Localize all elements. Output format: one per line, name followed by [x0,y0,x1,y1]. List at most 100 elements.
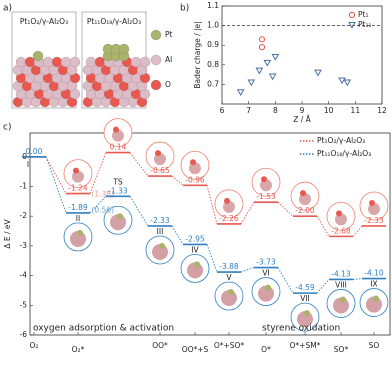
connector [316,215,330,237]
atom-cluster [159,242,165,249]
x-tick-label: O*+SO* [214,341,245,350]
panel-label: b) [180,4,189,14]
stage-label: VI [262,269,269,278]
connector [277,267,294,294]
data-point [268,73,277,81]
panel-label: a) [3,4,12,14]
value-label: -2.26 [219,214,239,223]
legend-marker [150,29,162,41]
connector [240,201,255,225]
value-label: -1.33 [108,186,128,195]
value-label: -2.68 [331,226,351,235]
legend-label: Pt₁₁ [358,20,371,29]
x-tick-label: 11 [351,106,361,115]
data-point [338,77,346,85]
data-point [255,67,264,75]
atom-cluster [369,199,375,206]
y-tick-label: 0.8 [207,60,219,69]
atom-cluster [72,170,84,183]
x-tick-label: 9 [300,106,305,115]
value-label: 0.14 [110,143,127,152]
atom-cluster [265,284,271,291]
legend-label: Pt₁₁O₁₈/γ-Al₂O₃ [317,149,371,158]
atom [42,56,54,68]
connector [129,196,149,227]
legend-label: Pt₁O₂/γ-Al₂O₃ [317,136,365,145]
x-tick-label: 10 [324,106,334,115]
panel-label: c) [3,123,11,133]
x-tick-label: OO*+S [182,345,209,354]
stage-label: TS [112,177,123,186]
connector [89,152,107,194]
atom-cluster [73,167,79,174]
stage-label: II [76,214,80,223]
connector [206,244,218,273]
y-tick-label: -2 [20,211,28,220]
barrier-label: (1.38) [91,190,114,199]
structure-label: Pt₁₁O₁₈/γ-Al₂O₃ [87,17,141,26]
x-tick-label: O₂* [72,345,85,354]
connector [89,195,107,214]
data-point [258,44,266,51]
connector [352,225,363,237]
connector [277,201,294,217]
y-tick-label: 0.7 [207,79,219,88]
y-tick-label: 0.9 [207,40,219,49]
stage-label: VIII [335,280,347,289]
atom-cluster [189,162,201,175]
connector [206,185,218,225]
atom-cluster [154,153,166,166]
atom-cluster [336,210,342,217]
connector [45,156,67,214]
atom-cluster [304,310,310,317]
annotation: styrene oxidation [262,324,340,334]
connector [240,267,255,273]
connector [352,278,363,280]
atom [130,56,142,68]
value-label: -2.33 [150,216,170,225]
atom-cluster [228,289,234,296]
legend-marker [150,79,162,91]
connector [45,156,67,194]
x-tick-label: 7 [246,106,251,115]
legend-label: Al [165,55,172,64]
x-axis-label: Z / Å [293,115,311,124]
y-tick-label: -6 [20,330,28,339]
stage-label: III [157,227,164,236]
atom-cluster [117,213,123,220]
y-tick-label: -3 [20,241,28,250]
value-label: -4.13 [331,269,351,278]
atom [85,56,97,68]
atom-cluster [261,176,267,183]
legend-marker [150,54,162,66]
x-tick-label: 8 [273,106,278,115]
value-label: -1.53 [256,192,276,201]
atom-cluster [299,193,311,206]
value-label: -0.65 [150,166,170,175]
x-tick-label: O*+SM* [290,341,321,350]
atom-cluster [368,202,380,215]
value-label: -2.33 [364,216,384,225]
x-tick-label: SO* [334,345,349,354]
atom-cluster [190,159,196,166]
value-label: -4.59 [295,283,315,292]
atom-cluster [260,179,272,192]
atom [118,43,130,55]
data-point [247,79,256,87]
atom [51,56,63,68]
y-tick-label: -5 [20,300,28,309]
atom-cluster [340,296,346,303]
value-label: -3.88 [219,262,239,271]
x-tick-label: 6 [220,106,225,115]
legend-label: O [165,80,171,89]
y-tick-label: 1.1 [207,1,219,10]
atom-cluster [112,129,124,142]
y-tick-label: 1.0 [207,21,219,30]
value-label: -0.96 [185,175,205,184]
x-tick-label: SO [369,341,380,350]
data-point [271,53,280,61]
x-tick-label: 12 [377,106,387,115]
atom-cluster [77,229,83,236]
data-point [343,79,352,87]
atom [69,56,81,68]
